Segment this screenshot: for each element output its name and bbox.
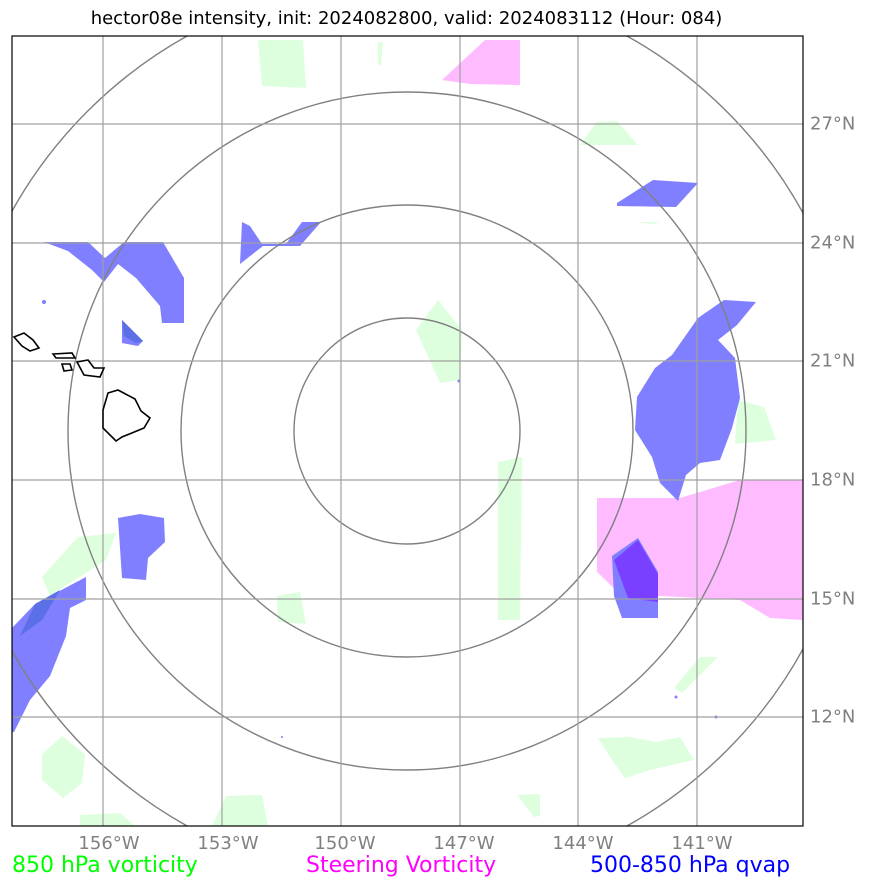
qvap-overlap <box>122 320 143 343</box>
vorticity-850-patch <box>42 533 116 596</box>
range-ring-1 <box>293 317 521 545</box>
qvap-steering-overlap <box>614 540 658 602</box>
vorticity-850-layer <box>42 40 776 826</box>
vorticity-850-patch <box>598 737 694 778</box>
legend-850-vorticity: 850 hPa vorticity <box>12 853 198 878</box>
steering-vorticity-layer <box>442 40 803 620</box>
island-hawaii <box>102 389 152 443</box>
map-frame <box>11 35 804 827</box>
graticule <box>12 36 803 826</box>
range-ring-3 <box>67 91 747 771</box>
island-molokai <box>60 363 74 372</box>
lat-label-24n: 24°N <box>810 232 856 254</box>
vorticity-850-patch <box>580 121 638 145</box>
range-ring-2 <box>180 204 634 658</box>
legend-steering-vorticity: Steering Vorticity <box>306 853 497 878</box>
steering-vorticity-patch <box>442 40 520 85</box>
qvap-overlap <box>20 590 60 636</box>
vorticity-850-patch <box>636 222 660 224</box>
vorticity-850-patch <box>277 592 306 624</box>
map-title: hector08e intensity, init: 2024082800, v… <box>90 8 723 29</box>
qvap-layer <box>12 180 756 738</box>
qvap-patch <box>240 222 321 264</box>
qvap-speck <box>281 736 283 738</box>
vorticity-850-patch <box>42 736 85 798</box>
qvap-speck <box>42 300 46 304</box>
lon-label-153w: 153°W <box>197 833 259 854</box>
lon-label-156w: 156°W <box>78 833 140 854</box>
island-oahu <box>51 352 77 359</box>
vorticity-850-patch <box>735 400 776 444</box>
vorticity-850-patch <box>258 40 306 88</box>
lon-label-147w: 147°W <box>433 833 495 854</box>
vorticity-850-patch <box>212 795 268 826</box>
lat-label-27n: 27°N <box>810 113 856 135</box>
vorticity-850-patch <box>674 657 718 693</box>
vorticity-850-patch <box>498 457 522 620</box>
island-kauai <box>12 332 41 352</box>
lat-label-15n: 15°N <box>810 588 856 610</box>
vorticity-850-patch <box>416 300 462 383</box>
qvap-patch <box>617 180 698 207</box>
range-ring-4 <box>12 36 803 826</box>
range-rings <box>12 36 803 826</box>
vorticity-850-patch <box>517 794 540 817</box>
lon-label-144w: 144°W <box>552 833 614 854</box>
vorticity-850-patch <box>378 42 383 66</box>
qvap-speck <box>674 695 678 699</box>
legend-qvap: 500-850 hPa qvap <box>590 853 791 878</box>
island-maui <box>75 359 106 378</box>
hawaii-coastline <box>12 332 152 443</box>
qvap-patch <box>118 514 165 580</box>
qvap-patch <box>635 300 756 501</box>
qvap-patch <box>44 242 184 323</box>
lon-label-141w: 141°W <box>671 833 733 854</box>
lat-label-12n: 12°N <box>810 706 856 728</box>
lat-label-18n: 18°N <box>810 469 856 491</box>
vorticity-850-patch <box>80 813 135 826</box>
lat-label-21n: 21°N <box>810 350 856 372</box>
lon-label-150w: 150°W <box>314 833 376 854</box>
